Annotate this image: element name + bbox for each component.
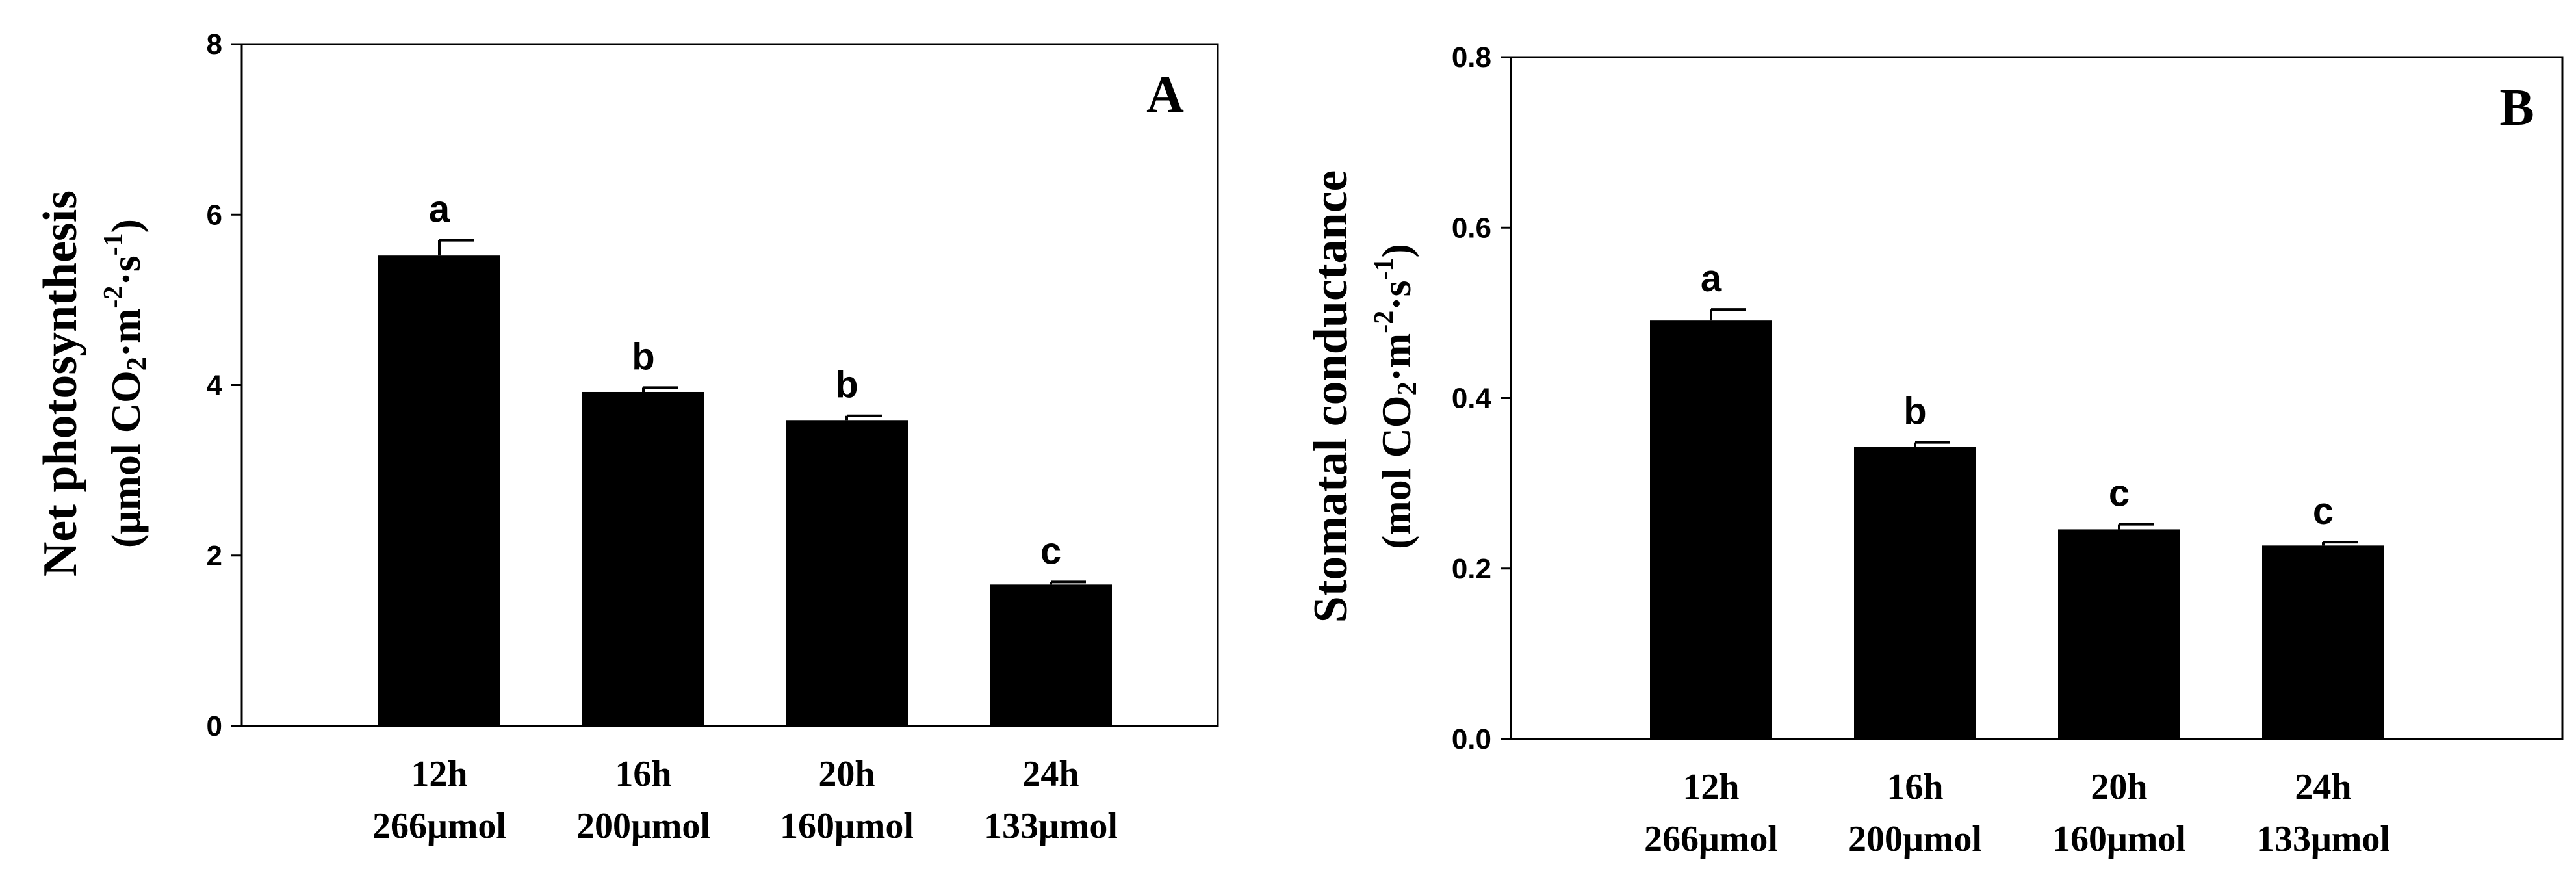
unit-text: ·s [103,255,149,285]
unit-subscript: 2 [1393,382,1423,395]
bar [1650,320,1772,739]
y-tick-label: 0.2 [1452,553,1491,585]
x-tick-label: 133μmol [984,806,1118,846]
unit-text: ·m [103,309,149,357]
x-tick-label: 266μmol [1644,819,1778,859]
y-tick-label: 4 [207,370,223,402]
unit-text: (mol CO [1373,395,1419,549]
x-tick-label: 16h [1887,767,1943,807]
unit-superscript: -1 [1369,258,1399,281]
bar [582,391,704,726]
unit-text: ·m [1373,333,1419,382]
significance-label: b [835,364,858,406]
panel-b: 0.0 0.2 0.4 0.6 0.8 a 12h 266μmol b 16h 200μmol c 20… [1304,42,2564,859]
x-tick-label: 160μmol [2052,819,2186,859]
y-axis-label: Net photosynthesis [34,190,87,577]
x-tick-label: 160μmol [780,806,914,846]
significance-label: c [2313,490,2334,532]
significance-label: a [429,188,450,231]
panel-a: 0 2 4 6 8 a 12h 266μmol b 16h 200μmol b 20h 160μmol c 2… [34,29,1219,846]
panel-letter: B [2499,79,2534,136]
bar [786,420,908,726]
unit-text: ) [103,219,149,233]
bar [1854,447,1976,739]
y-axis-unit: (mol CO2·m-2·s-1) [1369,244,1423,549]
y-tick-label: 0.4 [1452,383,1492,415]
y-tick-label: 6 [207,199,222,231]
y-tick-label: 0.8 [1452,42,1491,73]
y-axis-label: Stomatal conductance [1304,170,1358,623]
y-tick-label: 0.0 [1452,723,1491,755]
significance-label: b [1903,391,1926,433]
panel-letter: A [1146,66,1184,123]
significance-label: b [632,335,654,378]
x-tick-label: 12h [411,754,467,794]
y-tick-label: 0 [207,710,222,742]
x-tick-label: 133μmol [2256,819,2390,859]
x-tick-label: 200μmol [1848,819,1982,859]
unit-text: ) [1373,244,1419,257]
y-tick-label: 2 [207,540,222,572]
x-tick-label: 20h [2091,767,2147,807]
x-tick-label: 16h [615,754,671,794]
bar [2262,545,2384,739]
x-tick-label: 24h [2295,767,2351,807]
unit-superscript: -1 [99,233,129,255]
y-axis-unit: (μmol CO2·m-2·s-1) [99,219,152,548]
y-tick-label: 0.6 [1452,212,1491,244]
x-tick-label: 20h [818,754,875,794]
unit-text: ·s [1373,281,1419,311]
unit-subscript: 2 [122,357,152,370]
unit-superscript: -2 [1369,311,1399,333]
bar [378,255,500,726]
bar [2058,529,2180,739]
significance-label: c [2109,473,2130,515]
x-tick-label: 12h [1682,767,1739,807]
x-tick-label: 200μmol [576,806,710,846]
unit-text: (μmol CO [103,370,149,548]
unit-superscript: -2 [99,286,129,309]
y-tick-label: 8 [207,29,222,60]
bar [990,584,1112,726]
significance-label: c [1040,530,1061,572]
significance-label: a [1701,257,1722,300]
x-tick-label: 24h [1022,754,1079,794]
x-tick-label: 266μmol [372,806,506,846]
